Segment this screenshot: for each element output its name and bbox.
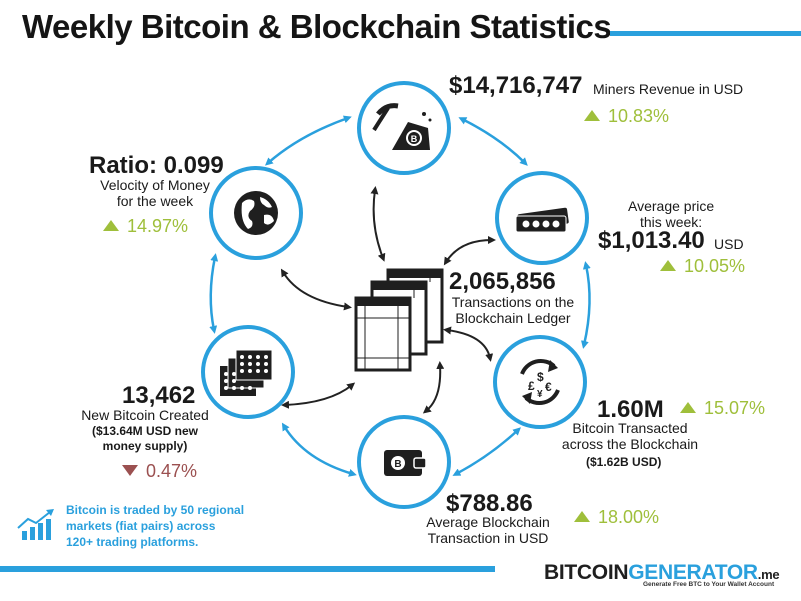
node-new-bitcoin — [201, 325, 295, 419]
ring-arrows — [209, 115, 591, 477]
spoke-arrows — [280, 186, 496, 414]
bitcoin-wallet-icon: B — [384, 450, 427, 476]
ledger-sheets-icon — [354, 268, 444, 372]
node-miners-revenue: B — [357, 81, 451, 175]
svg-text:¥: ¥ — [537, 389, 543, 400]
bottom-accent-bar — [0, 566, 495, 572]
coin-stacks-icon — [220, 349, 273, 396]
transactions-label: Transactions on the Blockchain Ledger — [451, 294, 575, 326]
globe-icon — [234, 191, 278, 235]
ring-arrow-exchange-wallet — [452, 427, 521, 476]
title-accent-bar — [610, 31, 801, 36]
up-arrow-icon — [660, 260, 676, 271]
average-transaction-change: 18.00% — [574, 507, 659, 528]
svg-text:B: B — [411, 134, 418, 144]
bitcoin-transacted-change: 15.07% — [680, 398, 765, 419]
velocity-label: Velocity of Money for the week — [100, 177, 210, 209]
transactions-value: 2,065,856 — [449, 268, 556, 295]
up-arrow-icon — [574, 511, 590, 522]
new-bitcoin-change: 0.47% — [122, 461, 197, 482]
page-title: Weekly Bitcoin & Blockchain Statistics — [22, 8, 612, 45]
average-transaction-label: Average Blockchain Transaction in USD — [426, 514, 550, 546]
banknotes-icon — [515, 207, 569, 233]
average-price-value: $1,013.40 — [598, 227, 705, 254]
bitcoin-transacted-value: 1.60M — [597, 396, 664, 423]
new-bitcoin-label: New Bitcoin Created — [81, 407, 209, 423]
miners-revenue-change: 10.83% — [584, 106, 669, 127]
average-price-unit: USD — [714, 236, 744, 252]
miners-revenue-label: Miners Revenue in USD — [593, 81, 744, 97]
spoke-arrow-wallet — [422, 361, 445, 414]
spoke-arrow-globe — [280, 268, 352, 311]
velocity-change: 14.97% — [103, 216, 188, 237]
svg-text:B: B — [394, 459, 401, 470]
ring-arrow-price-exchange — [581, 261, 591, 349]
ring-arrow-mining-price — [458, 117, 528, 166]
bitcoin-transacted-label: Bitcoin Transacted across the Blockchain — [561, 420, 699, 452]
spoke-arrow-price — [443, 236, 496, 266]
up-arrow-icon — [680, 402, 696, 413]
up-arrow-icon — [103, 220, 119, 231]
ring-arrow-coins-globe — [209, 253, 219, 334]
up-arrow-icon — [584, 110, 600, 121]
brand-logo[interactable]: BITCOINGENERATOR.me — [544, 561, 780, 584]
pickaxe-mining-icon: B — [372, 103, 432, 150]
down-arrow-icon — [122, 465, 138, 476]
node-average-price — [495, 171, 589, 265]
spoke-arrow-mining — [370, 186, 386, 262]
spoke-arrow-exchange — [443, 326, 494, 362]
velocity-value: Ratio: 0.099 — [89, 152, 224, 179]
svg-text:£: £ — [528, 379, 535, 393]
growth-chart-icon — [17, 509, 54, 540]
svg-text:€: € — [545, 380, 552, 394]
trading-note: Bitcoin is traded by 50 regional markets… — [66, 503, 245, 549]
new-bitcoin-usd: ($13.64M USD new money supply) — [91, 424, 199, 453]
new-bitcoin-value: 13,462 — [122, 382, 196, 409]
brand-tagline: Generate Free BTC to Your Wallet Account — [643, 581, 775, 588]
average-price-label: Average price this week: — [628, 198, 715, 230]
spoke-arrow-coins — [281, 382, 356, 409]
average-price-change: 10.05% — [660, 256, 745, 277]
average-transaction-value: $788.86 — [446, 490, 533, 517]
currency-exchange-icon: £ $ € ¥ — [520, 358, 560, 406]
node-bitcoin-transacted: £ $ € ¥ — [493, 335, 587, 429]
node-velocity — [209, 166, 303, 260]
bitcoin-transacted-usd: ($1.62B USD) — [586, 455, 662, 469]
ring-arrow-globe-mining — [264, 115, 352, 166]
ring-arrow-wallet-coins — [281, 422, 357, 477]
miners-revenue-value: $14,716,747 — [449, 72, 583, 99]
node-average-transaction: B — [357, 415, 451, 509]
svg-text:$: $ — [537, 370, 544, 384]
